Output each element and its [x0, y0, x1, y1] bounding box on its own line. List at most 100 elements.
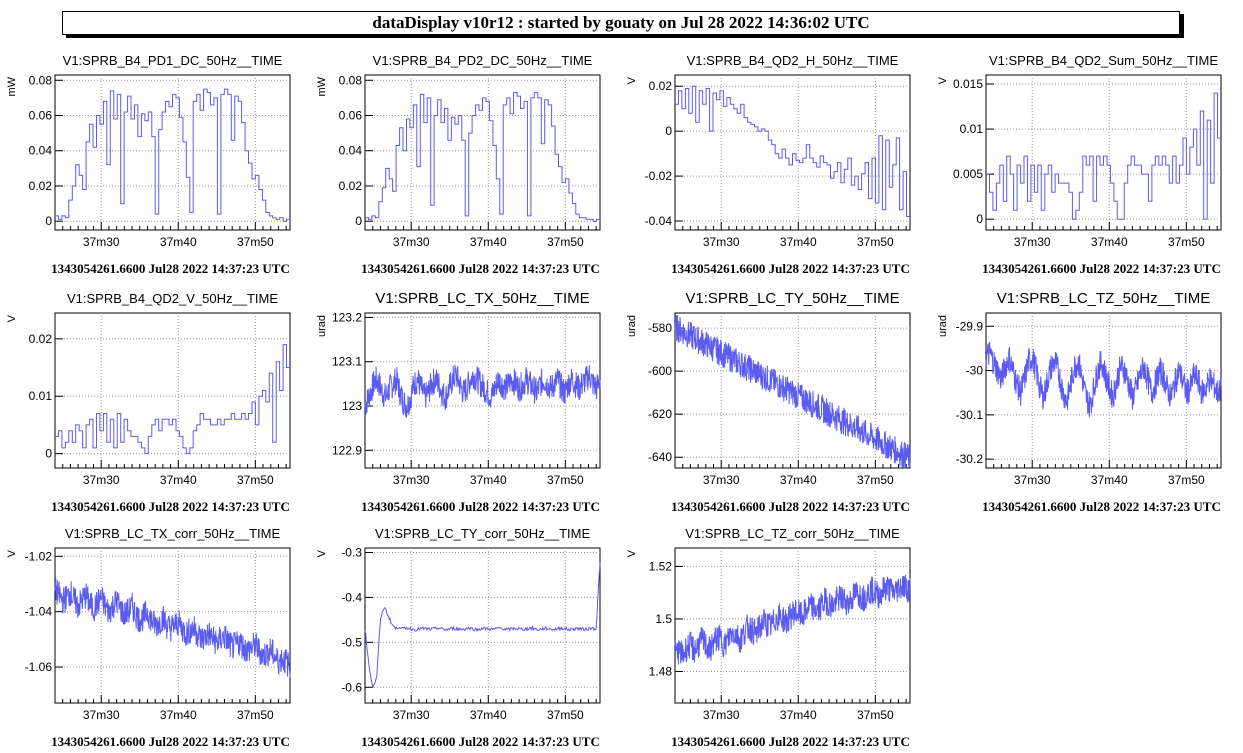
y-axis-label: V [6, 549, 18, 557]
y-tick-label: 123.2 [332, 310, 362, 324]
data-series-line [55, 344, 290, 455]
y-tick-label: 1.5 [655, 612, 672, 626]
gps-timestamp: 1343054261.6600 Jul28 2022 14:37:23 UTC [671, 261, 910, 276]
y-tick-label: 0 [45, 447, 52, 461]
y-tick-label: 0.06 [339, 109, 363, 123]
plot-frame [985, 74, 1222, 231]
y-tick-label: 123.1 [332, 355, 362, 369]
x-tick-label: 37m40 [780, 473, 817, 487]
x-tick-label: 37m50 [857, 708, 894, 722]
x-tick-label: 37m50 [1168, 473, 1205, 487]
y-tick-label: -580 [648, 321, 672, 335]
y-tick-label: 0 [355, 214, 362, 228]
y-tick-label: -1.04 [25, 605, 53, 619]
y-tick-label: -30 [966, 364, 984, 378]
y-tick-label: 0.04 [339, 144, 363, 158]
plot-frame [54, 547, 291, 704]
x-tick-label: 37m40 [160, 235, 197, 249]
chart-title: V1:SPRB_LC_TZ_corr_50Hz__TIME [685, 526, 900, 541]
y-axis-label: mW [6, 76, 18, 96]
plot-frame [674, 547, 911, 704]
plot-frame [54, 74, 291, 231]
x-tick-label: 37m40 [470, 235, 507, 249]
x-tick-label: 37m30 [703, 473, 740, 487]
gps-timestamp: 1343054261.6600 Jul28 2022 14:37:23 UTC [671, 499, 910, 514]
gps-timestamp: 1343054261.6600 Jul28 2022 14:37:23 UTC [361, 499, 600, 514]
y-tick-label: 0.06 [29, 109, 53, 123]
x-tick-label: 37m50 [1168, 235, 1205, 249]
x-tick-label: 37m50 [547, 473, 584, 487]
chart-title: V1:SPRB_LC_TX_50Hz__TIME [375, 290, 589, 307]
y-tick-label: 0.02 [339, 179, 363, 193]
x-tick-label: 37m40 [780, 235, 817, 249]
y-tick-label: -30.1 [956, 408, 984, 422]
gps-timestamp: 1343054261.6600 Jul28 2022 14:37:23 UTC [361, 734, 600, 749]
y-tick-label: 1.48 [649, 664, 673, 678]
data-series-line [55, 88, 290, 222]
x-tick-label: 37m30 [393, 235, 430, 249]
x-tick-label: 37m50 [237, 473, 274, 487]
plot-frame [364, 312, 601, 469]
y-tick-label: -600 [648, 364, 672, 378]
gps-timestamp: 1343054261.6600 Jul28 2022 14:37:23 UTC [51, 734, 290, 749]
y-tick-label: 123 [342, 399, 362, 413]
x-tick-label: 37m40 [160, 473, 197, 487]
x-tick-label: 37m40 [160, 708, 197, 722]
y-tick-label: -0.02 [645, 169, 673, 183]
chart-title: V1:SPRB_LC_TY_50Hz__TIME [685, 290, 899, 307]
y-tick-label: 0.02 [29, 332, 53, 346]
data-series-line [54, 577, 291, 677]
x-tick-label: 37m40 [470, 473, 507, 487]
gps-timestamp: 1343054261.6600 Jul28 2022 14:37:23 UTC [51, 499, 290, 514]
plot-frame [674, 74, 911, 231]
y-axis-label: V [626, 549, 638, 557]
chart-title: V1:SPRB_B4_PD2_DC_50Hz__TIME [373, 53, 593, 68]
y-tick-label: 0.04 [29, 144, 53, 158]
y-tick-label: 0.02 [649, 79, 673, 93]
chart-title: V1:SPRB_B4_PD1_DC_50Hz__TIME [63, 53, 283, 68]
y-tick-label: -29.9 [956, 319, 984, 333]
x-tick-label: 37m50 [547, 708, 584, 722]
y-axis-label: mW [316, 76, 328, 96]
y-tick-label: 0 [45, 214, 52, 228]
gps-timestamp: 1343054261.6600 Jul28 2022 14:37:23 UTC [982, 499, 1221, 514]
data-series-line [986, 92, 1221, 220]
y-tick-label: -0.6 [341, 680, 362, 694]
y-axis-label: V [626, 76, 638, 84]
display-title: dataDisplay v10r12 : started by gouaty o… [62, 11, 1180, 35]
data-series-line [985, 341, 1222, 418]
x-tick-label: 37m30 [83, 235, 120, 249]
y-tick-label: 1.52 [649, 559, 673, 573]
data-series-line [365, 92, 600, 222]
y-tick-label: 0 [665, 124, 672, 138]
plot-frame [674, 312, 911, 469]
x-tick-label: 37m30 [1014, 473, 1051, 487]
y-tick-label: -1.02 [25, 549, 53, 563]
x-tick-label: 37m40 [780, 708, 817, 722]
chart-title: V1:SPRB_LC_TX_corr_50Hz__TIME [65, 526, 281, 541]
y-axis-label: V [937, 76, 949, 84]
x-tick-label: 37m50 [237, 708, 274, 722]
x-tick-label: 37m30 [83, 473, 120, 487]
x-tick-label: 37m30 [393, 473, 430, 487]
chart-title: V1:SPRB_LC_TZ_50Hz__TIME [997, 290, 1210, 307]
plot-frame [364, 547, 601, 704]
data-series-line [364, 562, 601, 689]
y-tick-label: -0.4 [341, 590, 362, 604]
x-tick-label: 37m40 [470, 708, 507, 722]
plot-frame [985, 312, 1222, 469]
y-tick-label: -1.06 [25, 660, 53, 674]
y-tick-label: -30.2 [956, 452, 984, 466]
y-tick-label: -640 [648, 450, 672, 464]
y-tick-label: 122.9 [332, 443, 362, 457]
chart-title: V1:SPRB_LC_TY_corr_50Hz__TIME [375, 526, 591, 541]
data-series-line [675, 85, 910, 217]
x-tick-label: 37m30 [83, 708, 120, 722]
data-series-line [674, 574, 911, 665]
